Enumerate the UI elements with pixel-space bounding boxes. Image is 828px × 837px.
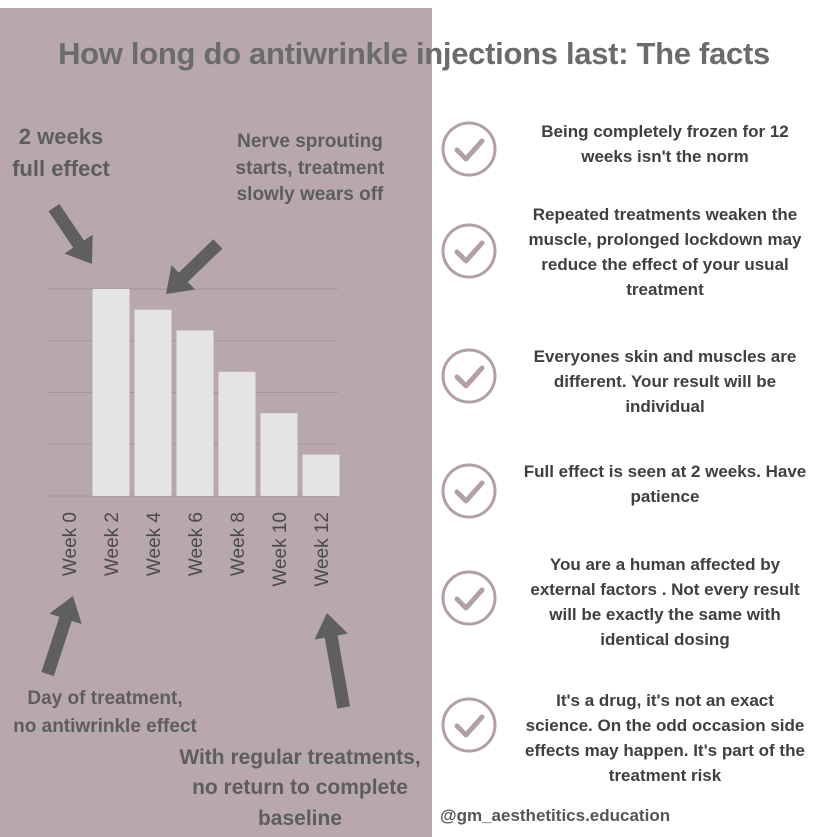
fact-item: Full effect is seen at 2 weeks. Have pati… bbox=[512, 460, 818, 510]
page-title: How long do antiwrinkle injections last:… bbox=[58, 36, 770, 71]
fact-line: Repeated treatments weaken the bbox=[532, 205, 798, 224]
bar-week-12 bbox=[302, 454, 340, 496]
fact-line: treatment bbox=[626, 279, 704, 299]
annotation-line: Day of treatment, bbox=[27, 688, 183, 709]
bar-chart: Week 0 Week 2 Week 4 Week 6 Week 8 Week 10 Wee… bbox=[41, 203, 351, 709]
annotation-line: full effect bbox=[12, 155, 110, 181]
annotation-line: no return to complete bbox=[192, 776, 408, 800]
tick-label: Week 6 bbox=[186, 512, 207, 576]
bar-week-10 bbox=[260, 413, 298, 496]
annotation-day-of-treatment: Day of treatment, no antiwrinkle effect bbox=[0, 685, 210, 740]
fact-line: patience bbox=[630, 486, 700, 506]
fact-line: treatment risk bbox=[608, 765, 722, 785]
arrow-icon bbox=[48, 203, 93, 264]
fact-line: weeks isn't the norm bbox=[581, 146, 749, 166]
annotation-regular-treatments: With regular treatments, no return to co… bbox=[168, 743, 432, 834]
annotation-line: slowly wears off bbox=[236, 184, 384, 206]
arrow-icon bbox=[314, 613, 351, 709]
fact-line: will be exactly the same with bbox=[549, 604, 781, 624]
annotation-line: 2 weeks bbox=[18, 124, 104, 149]
annotation-line: baseline bbox=[257, 806, 343, 830]
fact-line: science. On the odd occasion side bbox=[525, 715, 805, 735]
fact-line: Everyones skin and muscles are bbox=[533, 347, 797, 366]
annotation-line: With regular treatments, bbox=[179, 746, 421, 769]
check-circle-icon bbox=[441, 348, 497, 404]
bar-week-6 bbox=[176, 330, 214, 496]
fact-item: Repeated treatments weaken the muscle, pr… bbox=[512, 203, 818, 303]
check-circle-icon bbox=[441, 223, 497, 279]
bar-week-4 bbox=[134, 309, 172, 496]
annotation-nerve-sprouting: Nerve sprouting starts, treatment slowly… bbox=[218, 129, 402, 209]
fact-line: effects may happen. It's part of the bbox=[525, 740, 805, 760]
tick-label: Week 12 bbox=[312, 512, 333, 587]
bar-week-2 bbox=[92, 289, 130, 496]
fact-item: Being completely frozen for 12 weeks isn'… bbox=[512, 120, 818, 170]
fact-line: Full effect is seen at 2 weeks. Have bbox=[523, 462, 807, 481]
arrows bbox=[41, 203, 351, 709]
check-circle-icon bbox=[441, 463, 497, 519]
tick-label: Week 0 bbox=[60, 512, 81, 576]
annotation-two-weeks: 2 weeks full effect bbox=[0, 121, 122, 185]
tick-label: Week 2 bbox=[102, 512, 123, 576]
left-panel bbox=[0, 8, 432, 837]
tick-label: Week 8 bbox=[228, 512, 249, 576]
fact-line: reduce the effect of your usual bbox=[541, 254, 789, 274]
fact-line: Being completely frozen for 12 bbox=[541, 122, 789, 141]
fact-line: individual bbox=[625, 396, 705, 416]
fact-line: external factors . Not every result bbox=[530, 579, 800, 599]
arrow-icon bbox=[41, 596, 82, 676]
fact-item: It's a drug, it's not an exact science. O… bbox=[512, 689, 818, 789]
chart-bars bbox=[92, 289, 340, 496]
credit-handle: @gm_aesthetitics.education bbox=[440, 806, 671, 825]
annotation-line: Nerve sprouting bbox=[237, 131, 383, 152]
annotation-line: no antiwrinkle effect bbox=[13, 715, 197, 737]
bar-week-8 bbox=[218, 371, 256, 496]
top-strip bbox=[0, 0, 828, 8]
arrow-icon bbox=[166, 239, 223, 294]
fact-line: You are a human affected by bbox=[549, 555, 781, 574]
check-circle-icon bbox=[441, 121, 497, 177]
fact-line: It's a drug, it's not an exact bbox=[556, 691, 774, 710]
tick-label: Week 4 bbox=[144, 512, 165, 577]
check-circle-icon bbox=[441, 697, 497, 753]
chart-tick-labels: Week 0 Week 2 Week 4 Week 6 Week 8 Week 10 Wee… bbox=[60, 512, 333, 587]
fact-line: identical dosing bbox=[600, 629, 730, 649]
fact-item: You are a human affected by external fact… bbox=[512, 553, 818, 653]
check-circle-icon bbox=[441, 570, 497, 626]
fact-item: Everyones skin and muscles are different.… bbox=[512, 345, 818, 420]
fact-line: different. Your result will be bbox=[553, 371, 777, 391]
fact-line: muscle, prolonged lockdown may bbox=[528, 229, 802, 249]
annotation-line: starts, treatment bbox=[235, 157, 385, 179]
tick-label: Week 10 bbox=[270, 512, 291, 587]
